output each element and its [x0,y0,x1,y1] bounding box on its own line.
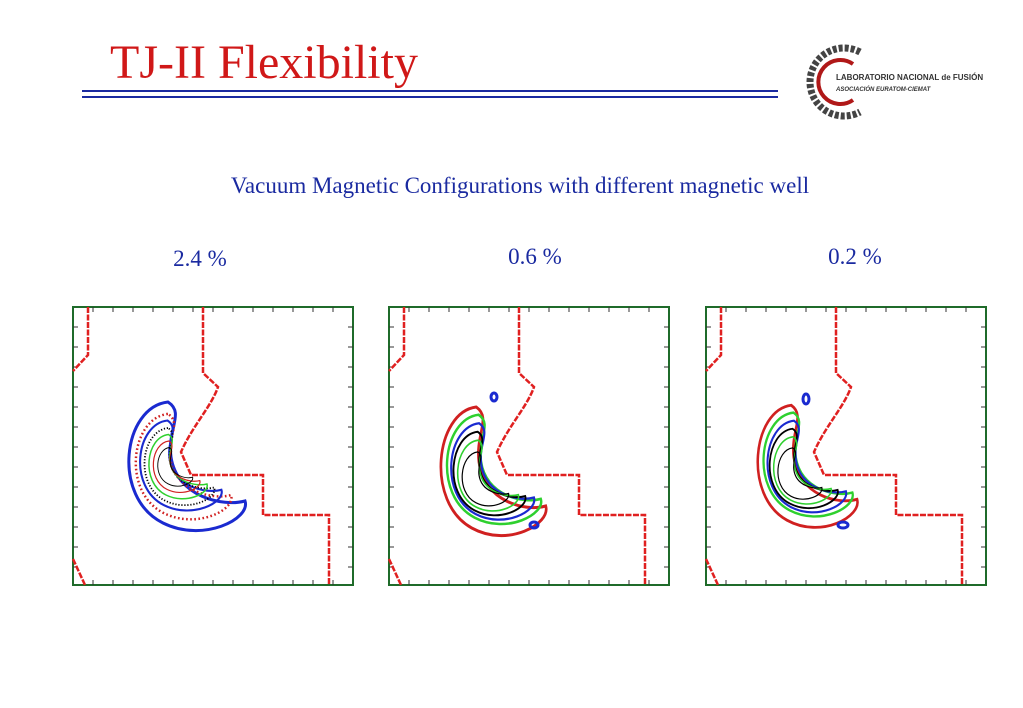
logo: LABORATORIO NACIONAL de FUSIÓN ASOCIACIÓ… [806,44,983,120]
panel-label: 2.4 % [173,246,227,271]
panel-label: 0.6 % [508,244,562,269]
title: TJ-II Flexibility [110,36,418,89]
plot [704,305,988,587]
panel-label: 0.2 % [828,244,882,269]
logo-text: ASOCIACIÓN EURATOM-CIEMAT [835,86,932,93]
plot [387,305,671,587]
logo-text: LABORATORIO NACIONAL de FUSIÓN [836,73,983,82]
plot [71,305,355,587]
subtitle: Vacuum Magnetic Configurations with diff… [231,173,809,198]
